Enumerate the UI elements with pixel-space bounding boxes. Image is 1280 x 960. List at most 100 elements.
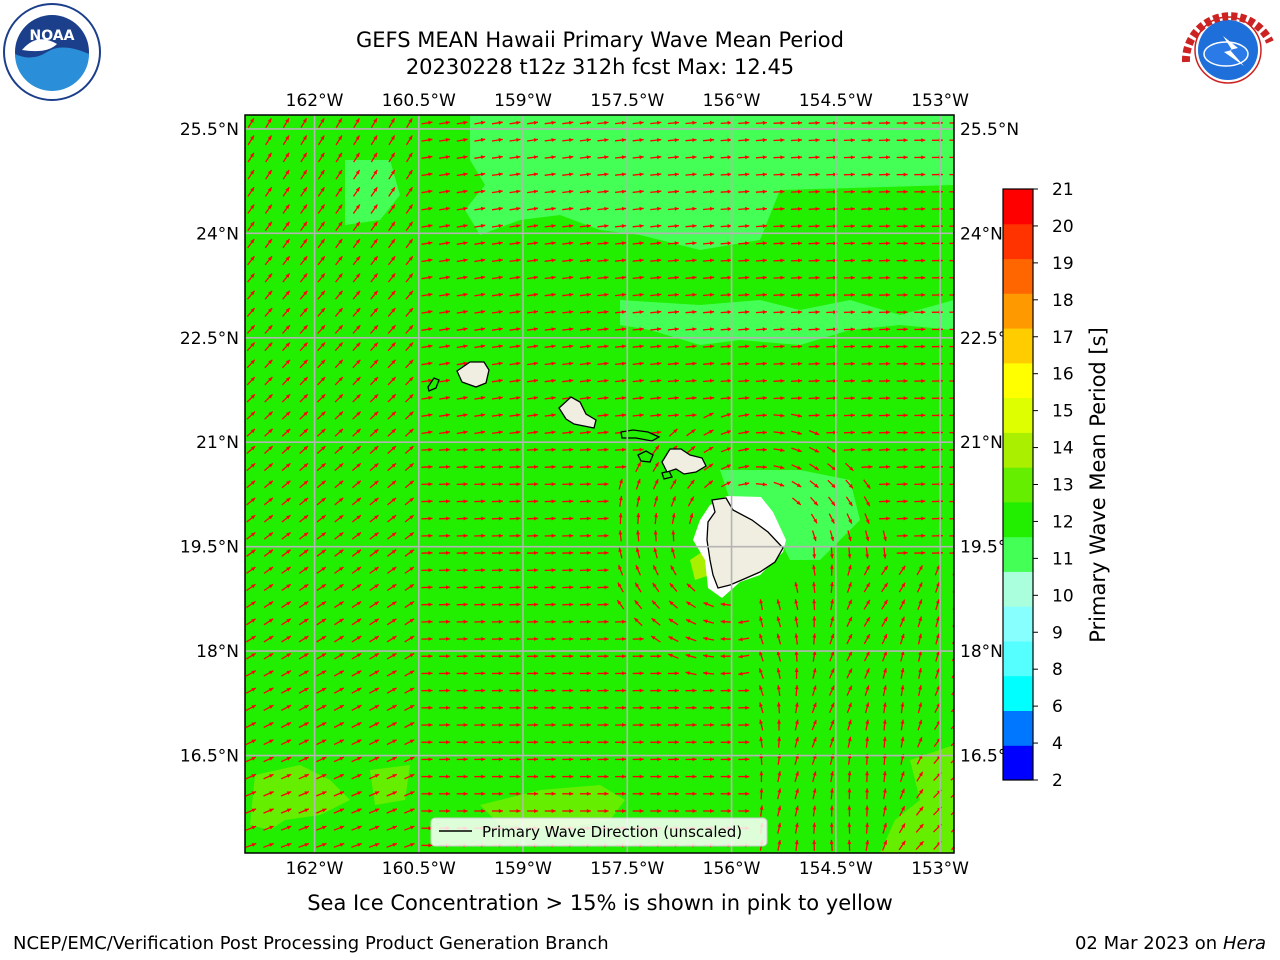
wave-arrow-head bbox=[657, 740, 662, 745]
colorbar-segment bbox=[1003, 362, 1033, 399]
lon-labels-bottom: 162°W 160.5°W 159°W 157.5°W 156°W 154.5°W 153°… bbox=[286, 859, 970, 879]
wave-arrow-head bbox=[390, 135, 395, 140]
wave-arrow-head bbox=[921, 430, 926, 435]
wave-arrow-head bbox=[569, 155, 574, 160]
wave-arrow-head bbox=[481, 671, 486, 676]
wave-arrow-head bbox=[321, 567, 326, 571]
colorbar-tick-label: 10 bbox=[1052, 586, 1074, 606]
wave-arrow-head bbox=[604, 482, 609, 487]
wave-arrow-head bbox=[622, 809, 627, 813]
wave-arrow-head bbox=[586, 155, 591, 160]
lon-tick-label: 159°W bbox=[494, 859, 552, 879]
wave-arrow-head bbox=[797, 344, 803, 349]
wave-arrow-head bbox=[321, 394, 326, 399]
wave-arrow-head bbox=[639, 206, 644, 211]
wave-arrow-head bbox=[903, 447, 908, 452]
wave-arrow-head bbox=[428, 843, 433, 848]
wave-arrow-head bbox=[303, 394, 308, 399]
wave-arrow-head bbox=[794, 667, 799, 672]
wave-arrow-head bbox=[409, 480, 414, 485]
wave-arrow-head bbox=[391, 256, 396, 261]
wave-arrow-head bbox=[847, 771, 852, 776]
wave-arrow-head bbox=[918, 668, 922, 673]
wave-arrow-head bbox=[586, 430, 591, 435]
wave-arrow-head bbox=[918, 565, 923, 570]
wave-arrow-head bbox=[445, 241, 450, 246]
wave-arrow-head bbox=[850, 207, 855, 211]
wave-arrow-head bbox=[727, 688, 732, 693]
wave-arrow bbox=[950, 707, 954, 713]
wave-arrow-head bbox=[604, 791, 609, 796]
wave-arrow-head bbox=[268, 394, 273, 399]
wave-arrow-head bbox=[621, 224, 627, 228]
wave-arrow-head bbox=[339, 774, 344, 778]
wave-arrow-head bbox=[762, 206, 767, 211]
wave-arrow-head bbox=[304, 670, 309, 675]
wave-arrow-head bbox=[708, 447, 714, 451]
wave-arrow-head bbox=[569, 224, 574, 228]
wave-arrow-head bbox=[445, 378, 450, 383]
wave-arrow-head bbox=[618, 547, 623, 553]
wave-arrow bbox=[882, 858, 887, 868]
wave-arrow-head bbox=[918, 719, 923, 725]
wave-arrow-head bbox=[901, 840, 906, 846]
wave-arrow-head bbox=[373, 187, 378, 192]
wave-arrow bbox=[950, 776, 954, 781]
wave-arrow-head bbox=[569, 861, 573, 865]
wave-arrow-head bbox=[674, 206, 679, 211]
wave-arrow-head bbox=[356, 480, 361, 485]
wave-arrow-head bbox=[338, 325, 343, 330]
wave-arrow-head bbox=[374, 497, 379, 502]
wave-arrow-head bbox=[356, 273, 360, 278]
wave-arrow-head bbox=[339, 739, 344, 744]
wave-arrow-head bbox=[759, 788, 764, 793]
wave-arrow-head bbox=[604, 430, 609, 435]
wave-arrow-head bbox=[657, 138, 662, 142]
wave-arrow-head bbox=[551, 637, 556, 641]
wave-arrow-head bbox=[408, 239, 413, 244]
wave-arrow-head bbox=[710, 688, 715, 693]
wave-arrow-head bbox=[618, 513, 623, 518]
wave-arrow-head bbox=[635, 582, 640, 588]
wave-arrow-head bbox=[639, 224, 644, 228]
wave-arrow-head bbox=[900, 685, 905, 690]
wave-arrow-head bbox=[251, 653, 256, 658]
wave-arrow-head bbox=[720, 602, 725, 607]
wave-arrow-head bbox=[727, 723, 732, 727]
lat-tick-label: 21°N bbox=[196, 433, 239, 453]
wave-arrow-head bbox=[374, 808, 380, 813]
island-oahu bbox=[558, 396, 597, 429]
wave-arrow-head bbox=[410, 808, 415, 813]
wave-arrow-head bbox=[604, 361, 609, 366]
wave-arrow-head bbox=[446, 533, 451, 538]
wave-arrow-head bbox=[779, 482, 785, 487]
wave-arrow-head bbox=[776, 702, 781, 707]
wave-arrow-head bbox=[883, 651, 887, 656]
wave-arrow-head bbox=[551, 206, 556, 211]
wave-arrow-head bbox=[286, 567, 291, 571]
wave-arrow-head bbox=[409, 722, 415, 727]
wave-arrow-head bbox=[516, 378, 521, 383]
lat-tick-label: 18°N bbox=[960, 642, 1003, 662]
wave-arrow-head bbox=[901, 599, 905, 605]
wave-arrow-head bbox=[428, 241, 433, 246]
wave-arrow-head bbox=[286, 480, 291, 485]
wave-arrow-head bbox=[586, 499, 591, 504]
wave-arrow-head bbox=[286, 757, 292, 761]
wave-arrow-head bbox=[498, 602, 503, 607]
lon-tick-label: 160.5°W bbox=[382, 91, 456, 111]
wave-arrow-head bbox=[903, 310, 908, 315]
wave-arrow-head bbox=[373, 135, 378, 140]
wave-arrow-head bbox=[637, 462, 641, 467]
wave-arrow-head bbox=[797, 155, 803, 160]
wave-arrow-head bbox=[373, 256, 378, 261]
wave-arrow-head bbox=[480, 396, 486, 400]
wave-arrow-head bbox=[409, 567, 414, 571]
wave-arrow-head bbox=[516, 585, 521, 590]
wave-arrow-head bbox=[829, 839, 834, 845]
wave-arrow-head bbox=[831, 501, 836, 506]
wave-arrow-head bbox=[569, 654, 574, 659]
wave-arrow-head bbox=[463, 241, 468, 246]
wave-arrow-head bbox=[918, 582, 923, 587]
wave-arrow-head bbox=[463, 723, 468, 727]
